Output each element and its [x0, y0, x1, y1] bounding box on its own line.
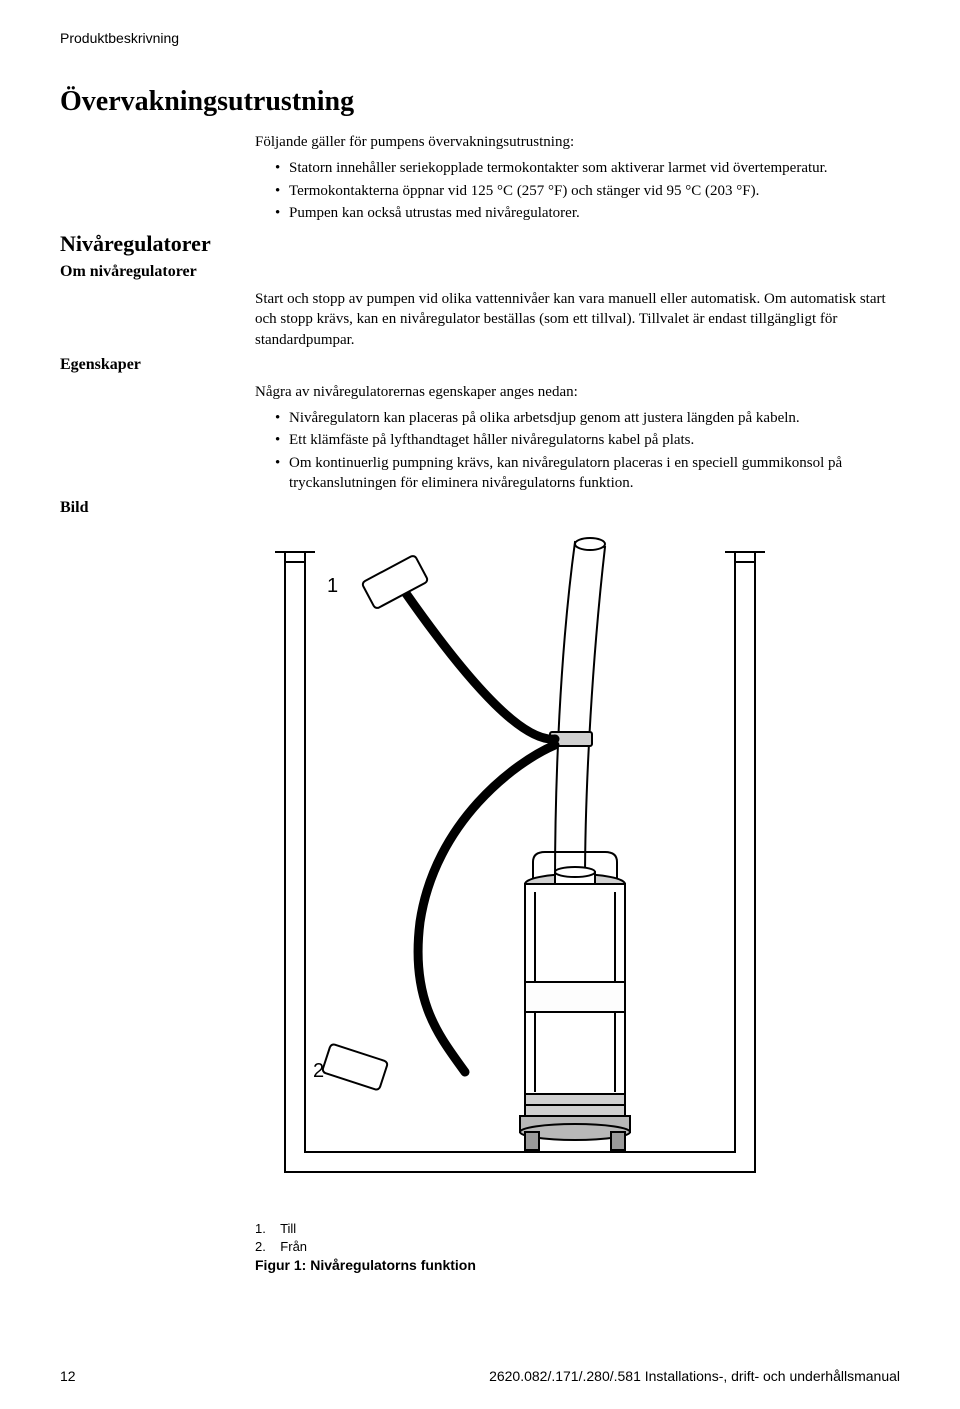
- about-text: Start och stopp av pumpen vid olika vatt…: [255, 289, 900, 350]
- legend-index-2: 2.: [255, 1239, 266, 1254]
- properties-bullet-list: Nivåregulatorn kan placeras på olika arb…: [275, 408, 900, 493]
- subheading-image: Bild: [60, 499, 900, 517]
- figure-container: 1 2 1. Till 2. Från Figur 1: Nivåregulat…: [255, 532, 900, 1273]
- intro-bullet: Termokontakterna öppnar vid 125 °C (257 …: [275, 181, 900, 201]
- figure-caption: Figur 1: Nivåregulatorns funktion: [255, 1257, 900, 1273]
- intro-lead: Följande gäller för pumpens övervaknings…: [255, 132, 900, 152]
- heading-monitoring: Övervakningsutrustning: [60, 86, 900, 118]
- heading-level-regulators: Nivåregulatorer: [60, 231, 900, 257]
- figure-legend: 1. Till 2. Från: [255, 1220, 900, 1255]
- properties-lead: Några av nivåregulatorernas egenskaper a…: [255, 382, 900, 402]
- intro-bullet: Statorn innehåller seriekopplade termoko…: [275, 158, 900, 178]
- figure-label-1: 1: [327, 575, 338, 597]
- legend-index-1: 1.: [255, 1221, 266, 1236]
- pump-diagram: 1 2: [255, 532, 775, 1212]
- document-id: 2620.082/.171/.280/.581 Installations-, …: [489, 1368, 900, 1384]
- intro-bullet-list: Statorn innehåller seriekopplade termoko…: [275, 158, 900, 223]
- properties-bullet: Nivåregulatorn kan placeras på olika arb…: [275, 408, 900, 428]
- legend-text-1: Till: [280, 1221, 296, 1236]
- properties-bullet: Om kontinuerlig pumpning krävs, kan nivå…: [275, 453, 900, 494]
- page-footer: 12 2620.082/.171/.280/.581 Installations…: [60, 1368, 900, 1384]
- page-number: 12: [60, 1368, 76, 1384]
- figure-label-2: 2: [313, 1060, 324, 1082]
- legend-text-2: Från: [280, 1239, 307, 1254]
- subheading-about: Om nivåregulatorer: [60, 263, 900, 281]
- intro-bullet: Pumpen kan också utrustas med nivåregula…: [275, 203, 900, 223]
- properties-bullet: Ett klämfäste på lyfthandtaget håller ni…: [275, 430, 900, 450]
- subheading-properties: Egenskaper: [60, 356, 900, 374]
- page-header: Produktbeskrivning: [60, 30, 900, 46]
